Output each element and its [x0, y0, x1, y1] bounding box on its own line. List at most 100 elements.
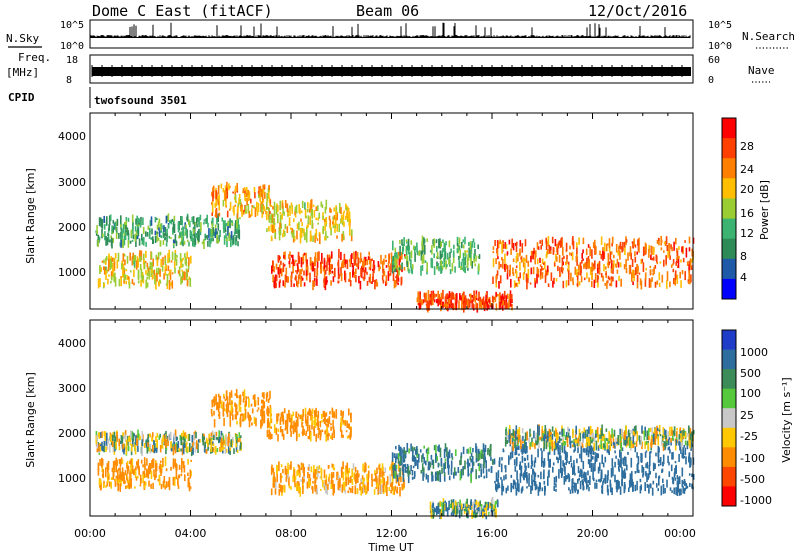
power-cell [486, 301, 488, 311]
power-cell [166, 228, 168, 236]
velocity-cell [211, 438, 213, 441]
power-cell [275, 263, 278, 270]
velocity-cell [532, 469, 535, 472]
velocity-cell [177, 441, 180, 449]
velocity-cell [648, 473, 650, 479]
velocity-cell [375, 472, 377, 482]
velocity-cell [236, 449, 239, 453]
power-cell [448, 240, 451, 248]
power-cell [649, 279, 652, 288]
power-cell [230, 237, 232, 248]
velocity-cell [314, 474, 316, 479]
power-cell [372, 273, 374, 282]
power-cell [333, 207, 335, 212]
power-cell [103, 283, 106, 287]
velocity-cell [218, 396, 221, 403]
velocity-cell [294, 483, 296, 488]
power-cell [524, 262, 526, 272]
velocity-cell [107, 475, 110, 480]
power-cell [477, 244, 479, 250]
power-cell [234, 185, 237, 192]
power-cell [432, 292, 435, 301]
power-cell [156, 272, 158, 282]
power-cell [186, 251, 188, 259]
power-cell [511, 304, 513, 311]
power-cell [499, 275, 502, 284]
velocity-cell [645, 463, 647, 468]
power-cell [135, 218, 137, 225]
velocity-cell [386, 476, 389, 485]
power-cell [424, 244, 426, 255]
velocity-cell [228, 433, 230, 444]
power-cell [675, 237, 677, 245]
velocity-cell [675, 487, 677, 495]
power-cell [660, 239, 663, 243]
velocity-cell [414, 456, 416, 467]
velocity-cell [113, 431, 116, 439]
power-cbar-tick-28: 28 [740, 140, 754, 153]
power-cell [183, 271, 185, 281]
power-cell [117, 252, 120, 262]
power-cell [176, 255, 178, 258]
power-cell [519, 240, 522, 247]
velocity-cell [439, 472, 442, 483]
velocity-cell [433, 510, 435, 516]
velocity-cell [641, 465, 643, 473]
velocity-cell [333, 430, 335, 438]
power-cell [170, 282, 172, 286]
power-cell [132, 220, 134, 229]
power-cell [448, 257, 450, 265]
velocity-cell [433, 445, 436, 451]
power-cell [673, 241, 675, 251]
velocity-cell [287, 462, 289, 468]
velocity-cell [228, 446, 230, 454]
power-cell [189, 220, 191, 228]
power-cell [107, 232, 109, 236]
velocity-cell [683, 488, 686, 494]
power-cell [348, 278, 350, 282]
velocity-cell [680, 488, 682, 496]
power-cell [463, 258, 465, 268]
velocity-cell [531, 481, 534, 491]
velocity-cell [194, 446, 197, 453]
power-cell [518, 279, 521, 285]
power-cell [408, 245, 410, 251]
velocity-cell [297, 413, 300, 417]
power-cell [279, 200, 282, 210]
power-cell [652, 269, 654, 273]
power-cell [218, 200, 220, 211]
velocity-cell [595, 482, 598, 489]
power-cell [527, 268, 530, 279]
velocity-cell [313, 465, 315, 473]
velocity-cell [180, 473, 183, 477]
power-cell [373, 264, 376, 270]
power-cell [443, 253, 446, 262]
power-cell [357, 257, 360, 268]
power-cell [644, 278, 647, 287]
velocity-cell [116, 477, 119, 486]
velocity-cell [109, 443, 111, 453]
power-cell [292, 259, 295, 266]
velocity-cell [574, 472, 576, 476]
velocity-cell [473, 505, 475, 514]
power-cell [323, 218, 326, 223]
power-cell [199, 214, 202, 221]
power-cell [268, 208, 270, 218]
power-cell [268, 226, 270, 232]
power-cell [170, 237, 172, 240]
power-cell [550, 272, 553, 281]
velocity-cell [117, 468, 120, 471]
velocity-cell [589, 475, 591, 485]
velocity-cell [331, 463, 334, 468]
velocity-cell [120, 474, 123, 478]
power-cell [684, 240, 686, 243]
velocity-cell [126, 462, 128, 469]
power-cell [318, 212, 321, 219]
velocity-cell [378, 464, 380, 470]
velocity-cell [298, 465, 300, 473]
power-cell [270, 235, 273, 241]
velocity-cell [187, 446, 189, 453]
velocity-cell [232, 414, 234, 421]
velocity-cell [159, 466, 161, 473]
velocity-cell [242, 413, 244, 422]
